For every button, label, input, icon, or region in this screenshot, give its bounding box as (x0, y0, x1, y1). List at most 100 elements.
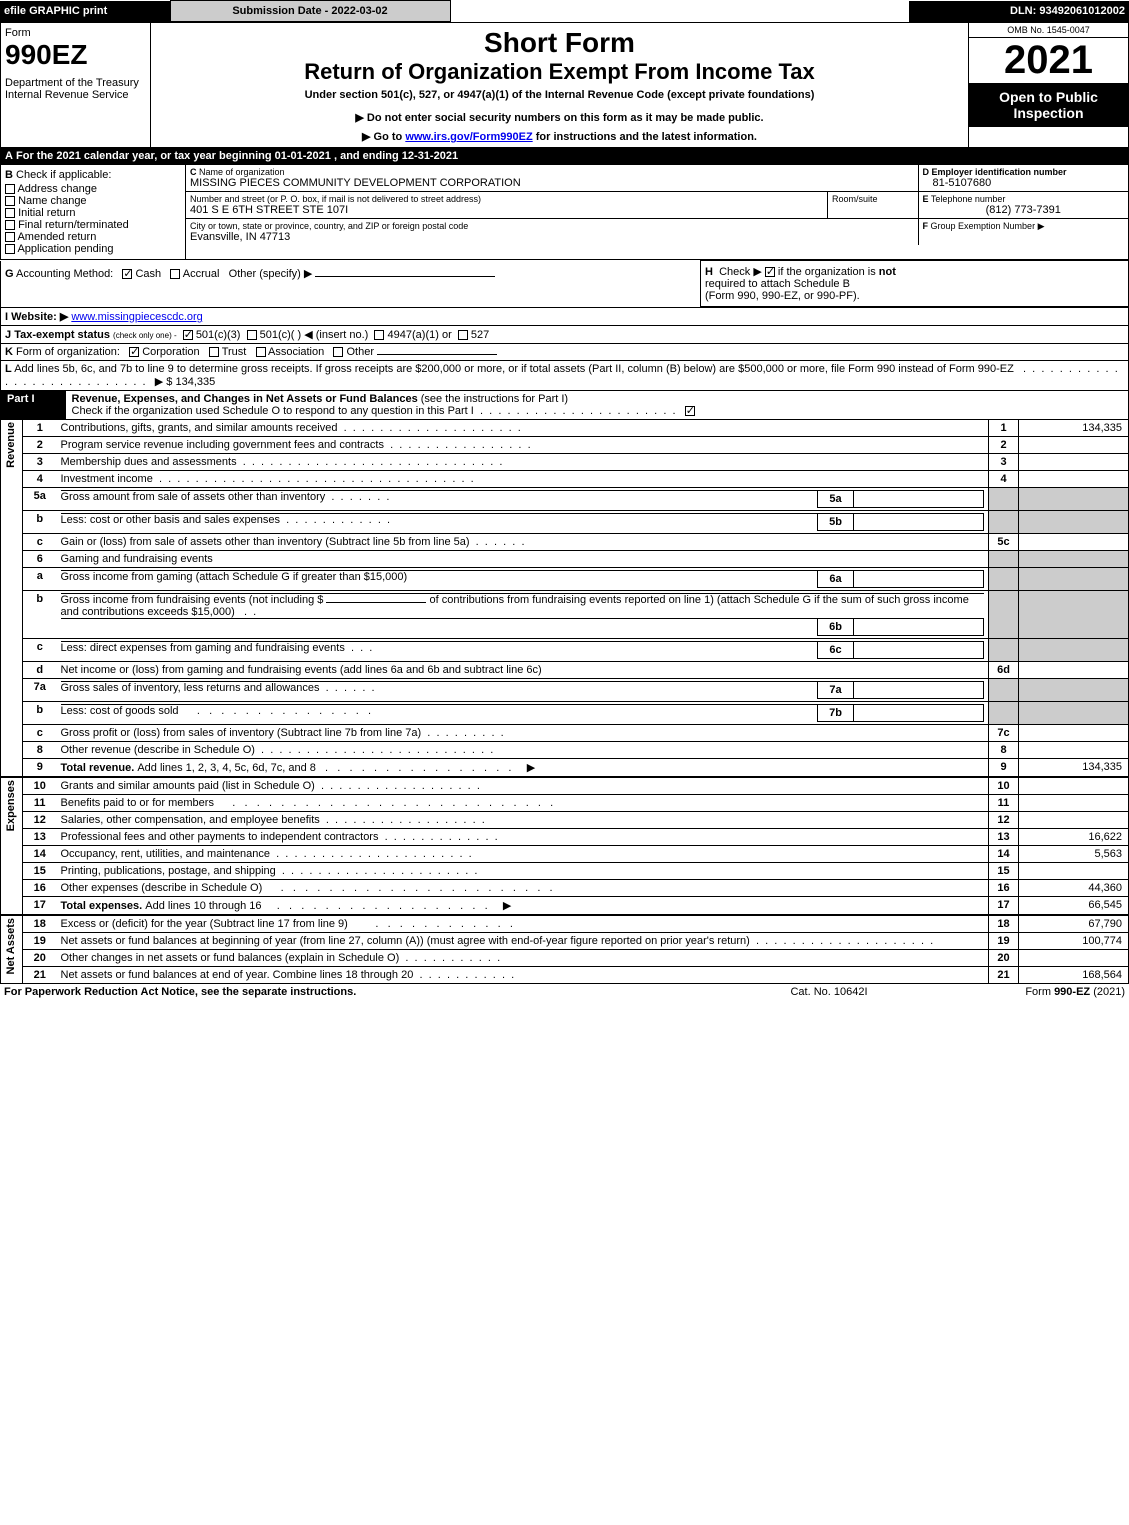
netassets-vlabel: Net Assets (5, 918, 17, 974)
line-7c-value (1019, 725, 1129, 742)
tax-year: 2021 (969, 38, 1128, 83)
line-19-value: 100,774 (1019, 933, 1129, 950)
section-j: J Tax-exempt status (check only one) - 5… (0, 325, 1129, 343)
part1-table: Revenue 1 Contributions, gifts, grants, … (0, 420, 1129, 984)
title-return: Return of Organization Exempt From Incom… (155, 59, 964, 85)
line-21-text: Net assets or fund balances at end of ye… (61, 969, 414, 981)
checkbox-accrual[interactable] (170, 269, 180, 279)
checkbox-501c3[interactable] (183, 330, 193, 340)
line-20-text: Other changes in net assets or fund bala… (61, 952, 400, 964)
form-header: Form 990EZ Department of the Treasury In… (0, 22, 1129, 148)
website-link[interactable]: www.missingpiecescdc.org (71, 311, 202, 323)
line-2-text: Program service revenue including govern… (61, 439, 384, 451)
form-label: Form (5, 27, 146, 39)
label-h: H (705, 266, 713, 278)
label-i: I (5, 311, 8, 323)
line-6d-text: Net income or (loss) from gaming and fun… (57, 662, 989, 679)
irs-label: Internal Revenue Service (5, 89, 146, 101)
line-18-text: Excess or (deficit) for the year (Subtra… (61, 918, 348, 930)
title-short-form: Short Form (155, 27, 964, 59)
checkbox-501c[interactable] (247, 330, 257, 340)
expenses-vlabel: Expenses (5, 780, 17, 831)
open-public: Open to Public Inspection (969, 83, 1128, 127)
checkbox-other-org[interactable] (333, 347, 343, 357)
line-18-value: 67,790 (1019, 915, 1129, 933)
submission-date: Submission Date - 2022-03-02 (170, 1, 450, 22)
checkbox-address-change[interactable] (5, 184, 15, 194)
org-name: MISSING PIECES COMMUNITY DEVELOPMENT COR… (190, 177, 914, 189)
checkbox-initial-return[interactable] (5, 208, 15, 218)
checkbox-name-change[interactable] (5, 196, 15, 206)
line-6a-text: Gross income from gaming (attach Schedul… (61, 571, 818, 588)
checkbox-schedule-o-part1[interactable] (685, 406, 695, 416)
subtitle: Under section 501(c), 527, or 4947(a)(1)… (155, 89, 964, 101)
line-5b-value (854, 514, 984, 531)
checkbox-schedule-b[interactable] (765, 267, 775, 277)
label-f: F (923, 221, 929, 231)
label-d: D (923, 167, 930, 177)
line-8-value (1019, 742, 1129, 759)
line-16-text: Other expenses (describe in Schedule O) (61, 882, 263, 894)
footer-left: For Paperwork Reduction Act Notice, see … (0, 984, 729, 1000)
checkbox-527[interactable] (458, 330, 468, 340)
section-i: I Website: ▶ www.missingpiecescdc.org (0, 307, 1129, 325)
line-11-value (1019, 795, 1129, 812)
irs-link[interactable]: www.irs.gov/Form990EZ (405, 131, 532, 143)
line-20-value (1019, 950, 1129, 967)
line-6-text: Gaming and fundraising events (57, 551, 989, 568)
gross-receipts: $ 134,335 (166, 376, 215, 388)
checkbox-pending[interactable] (5, 244, 15, 254)
street-address: 401 S E 6TH STREET STE 107I (190, 204, 823, 216)
line-12-value (1019, 812, 1129, 829)
label-e: E (923, 194, 929, 204)
note-ssn: ▶ Do not enter social security numbers o… (155, 111, 964, 124)
efile-label: efile GRAPHIC print (0, 1, 170, 22)
checkbox-amended[interactable] (5, 232, 15, 242)
omb-number: OMB No. 1545-0047 (969, 23, 1128, 38)
label-c: C (190, 167, 197, 177)
line-17-value: 66,545 (1019, 897, 1129, 916)
checkbox-final-return[interactable] (5, 220, 15, 230)
section-k: K Form of organization: Corporation Trus… (0, 343, 1129, 361)
checkbox-trust[interactable] (209, 347, 219, 357)
part1-header: Part I Revenue, Expenses, and Changes in… (0, 391, 1129, 420)
section-a: A For the 2021 calendar year, or tax yea… (0, 148, 1129, 165)
top-bar: efile GRAPHIC print Submission Date - 20… (0, 0, 1129, 22)
line-7c-text: Gross profit or (loss) from sales of inv… (61, 727, 422, 739)
footer: For Paperwork Reduction Act Notice, see … (0, 984, 1129, 1000)
checkbox-4947[interactable] (374, 330, 384, 340)
line-9-value: 134,335 (1019, 759, 1129, 778)
checkbox-cash[interactable] (122, 269, 132, 279)
label-a: A (5, 150, 13, 162)
sections-b-f: B Check if applicable: Address change Na… (0, 165, 1129, 260)
line-7b-value (854, 705, 984, 722)
line-13-text: Professional fees and other payments to … (61, 831, 379, 843)
label-j: J (5, 329, 11, 341)
line-3-text: Membership dues and assessments (61, 456, 237, 468)
line-17-text: Add lines 10 through 16 (145, 900, 261, 912)
dept-label: Department of the Treasury (5, 77, 146, 89)
line-2-value (1019, 437, 1129, 454)
form-number: 990EZ (5, 39, 146, 71)
section-l: L Add lines 5b, 6c, and 7b to line 9 to … (0, 361, 1129, 391)
note-goto: ▶ Go to www.irs.gov/Form990EZ for instru… (155, 130, 964, 143)
line-6d-value (1019, 662, 1129, 679)
ein: 81-5107680 (923, 177, 1125, 189)
label-l: L (5, 363, 12, 375)
line-6a-value (854, 571, 984, 588)
line-7a-value (854, 682, 984, 699)
label-k: K (5, 346, 13, 358)
checkbox-corporation[interactable] (129, 347, 139, 357)
checkbox-association[interactable] (256, 347, 266, 357)
line-6b-value (854, 619, 984, 636)
line-15-value (1019, 863, 1129, 880)
line-14-text: Occupancy, rent, utilities, and maintena… (61, 848, 271, 860)
revenue-vlabel: Revenue (5, 422, 17, 468)
line-21-value: 168,564 (1019, 967, 1129, 984)
part1-label: Part I (1, 391, 66, 420)
line-5a-value (854, 491, 984, 508)
line-10-text: Grants and similar amounts paid (list in… (61, 780, 315, 792)
label-g: G (5, 268, 14, 280)
line-4-value (1019, 471, 1129, 488)
line-1-value: 134,335 (1019, 420, 1129, 437)
